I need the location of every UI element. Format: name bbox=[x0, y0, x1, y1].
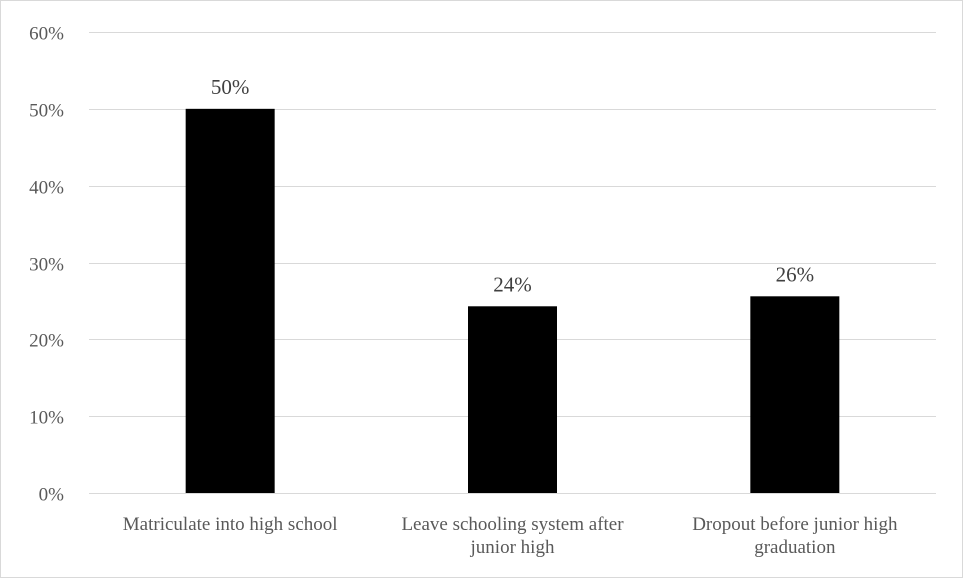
category-label: Dropout before junior high graduation bbox=[692, 514, 898, 558]
data-label: 26% bbox=[776, 262, 815, 286]
y-tick-label: 40% bbox=[29, 178, 64, 199]
data-label: 50% bbox=[211, 75, 250, 99]
y-tick-label: 30% bbox=[29, 255, 64, 276]
data-label: 24% bbox=[493, 272, 532, 296]
category-label-line: junior high bbox=[470, 537, 555, 558]
bar bbox=[750, 296, 840, 493]
bars bbox=[185, 108, 840, 493]
y-axis-tick-labels: 0% 10% 20% 30% 40% 50% 60% bbox=[29, 24, 64, 506]
y-tick-label: 60% bbox=[29, 24, 64, 45]
category-label-line: Dropout before junior high bbox=[692, 514, 898, 535]
data-labels: 50% 24% 26% bbox=[211, 75, 814, 296]
y-tick-label: 0% bbox=[39, 485, 65, 506]
category-label-line: graduation bbox=[754, 537, 836, 558]
category-label-line: Leave schooling system after bbox=[401, 514, 624, 535]
bar bbox=[185, 108, 275, 493]
x-axis: Matriculate into high school Leave school… bbox=[89, 493, 936, 558]
bar bbox=[468, 306, 557, 493]
category-label: Leave schooling system after junior high bbox=[401, 514, 624, 558]
category-label: Matriculate into high school bbox=[123, 514, 338, 535]
y-tick-label: 20% bbox=[29, 331, 64, 352]
y-tick-label: 50% bbox=[29, 101, 64, 122]
category-label-line: Matriculate into high school bbox=[123, 514, 338, 535]
y-tick-label: 10% bbox=[29, 408, 64, 429]
